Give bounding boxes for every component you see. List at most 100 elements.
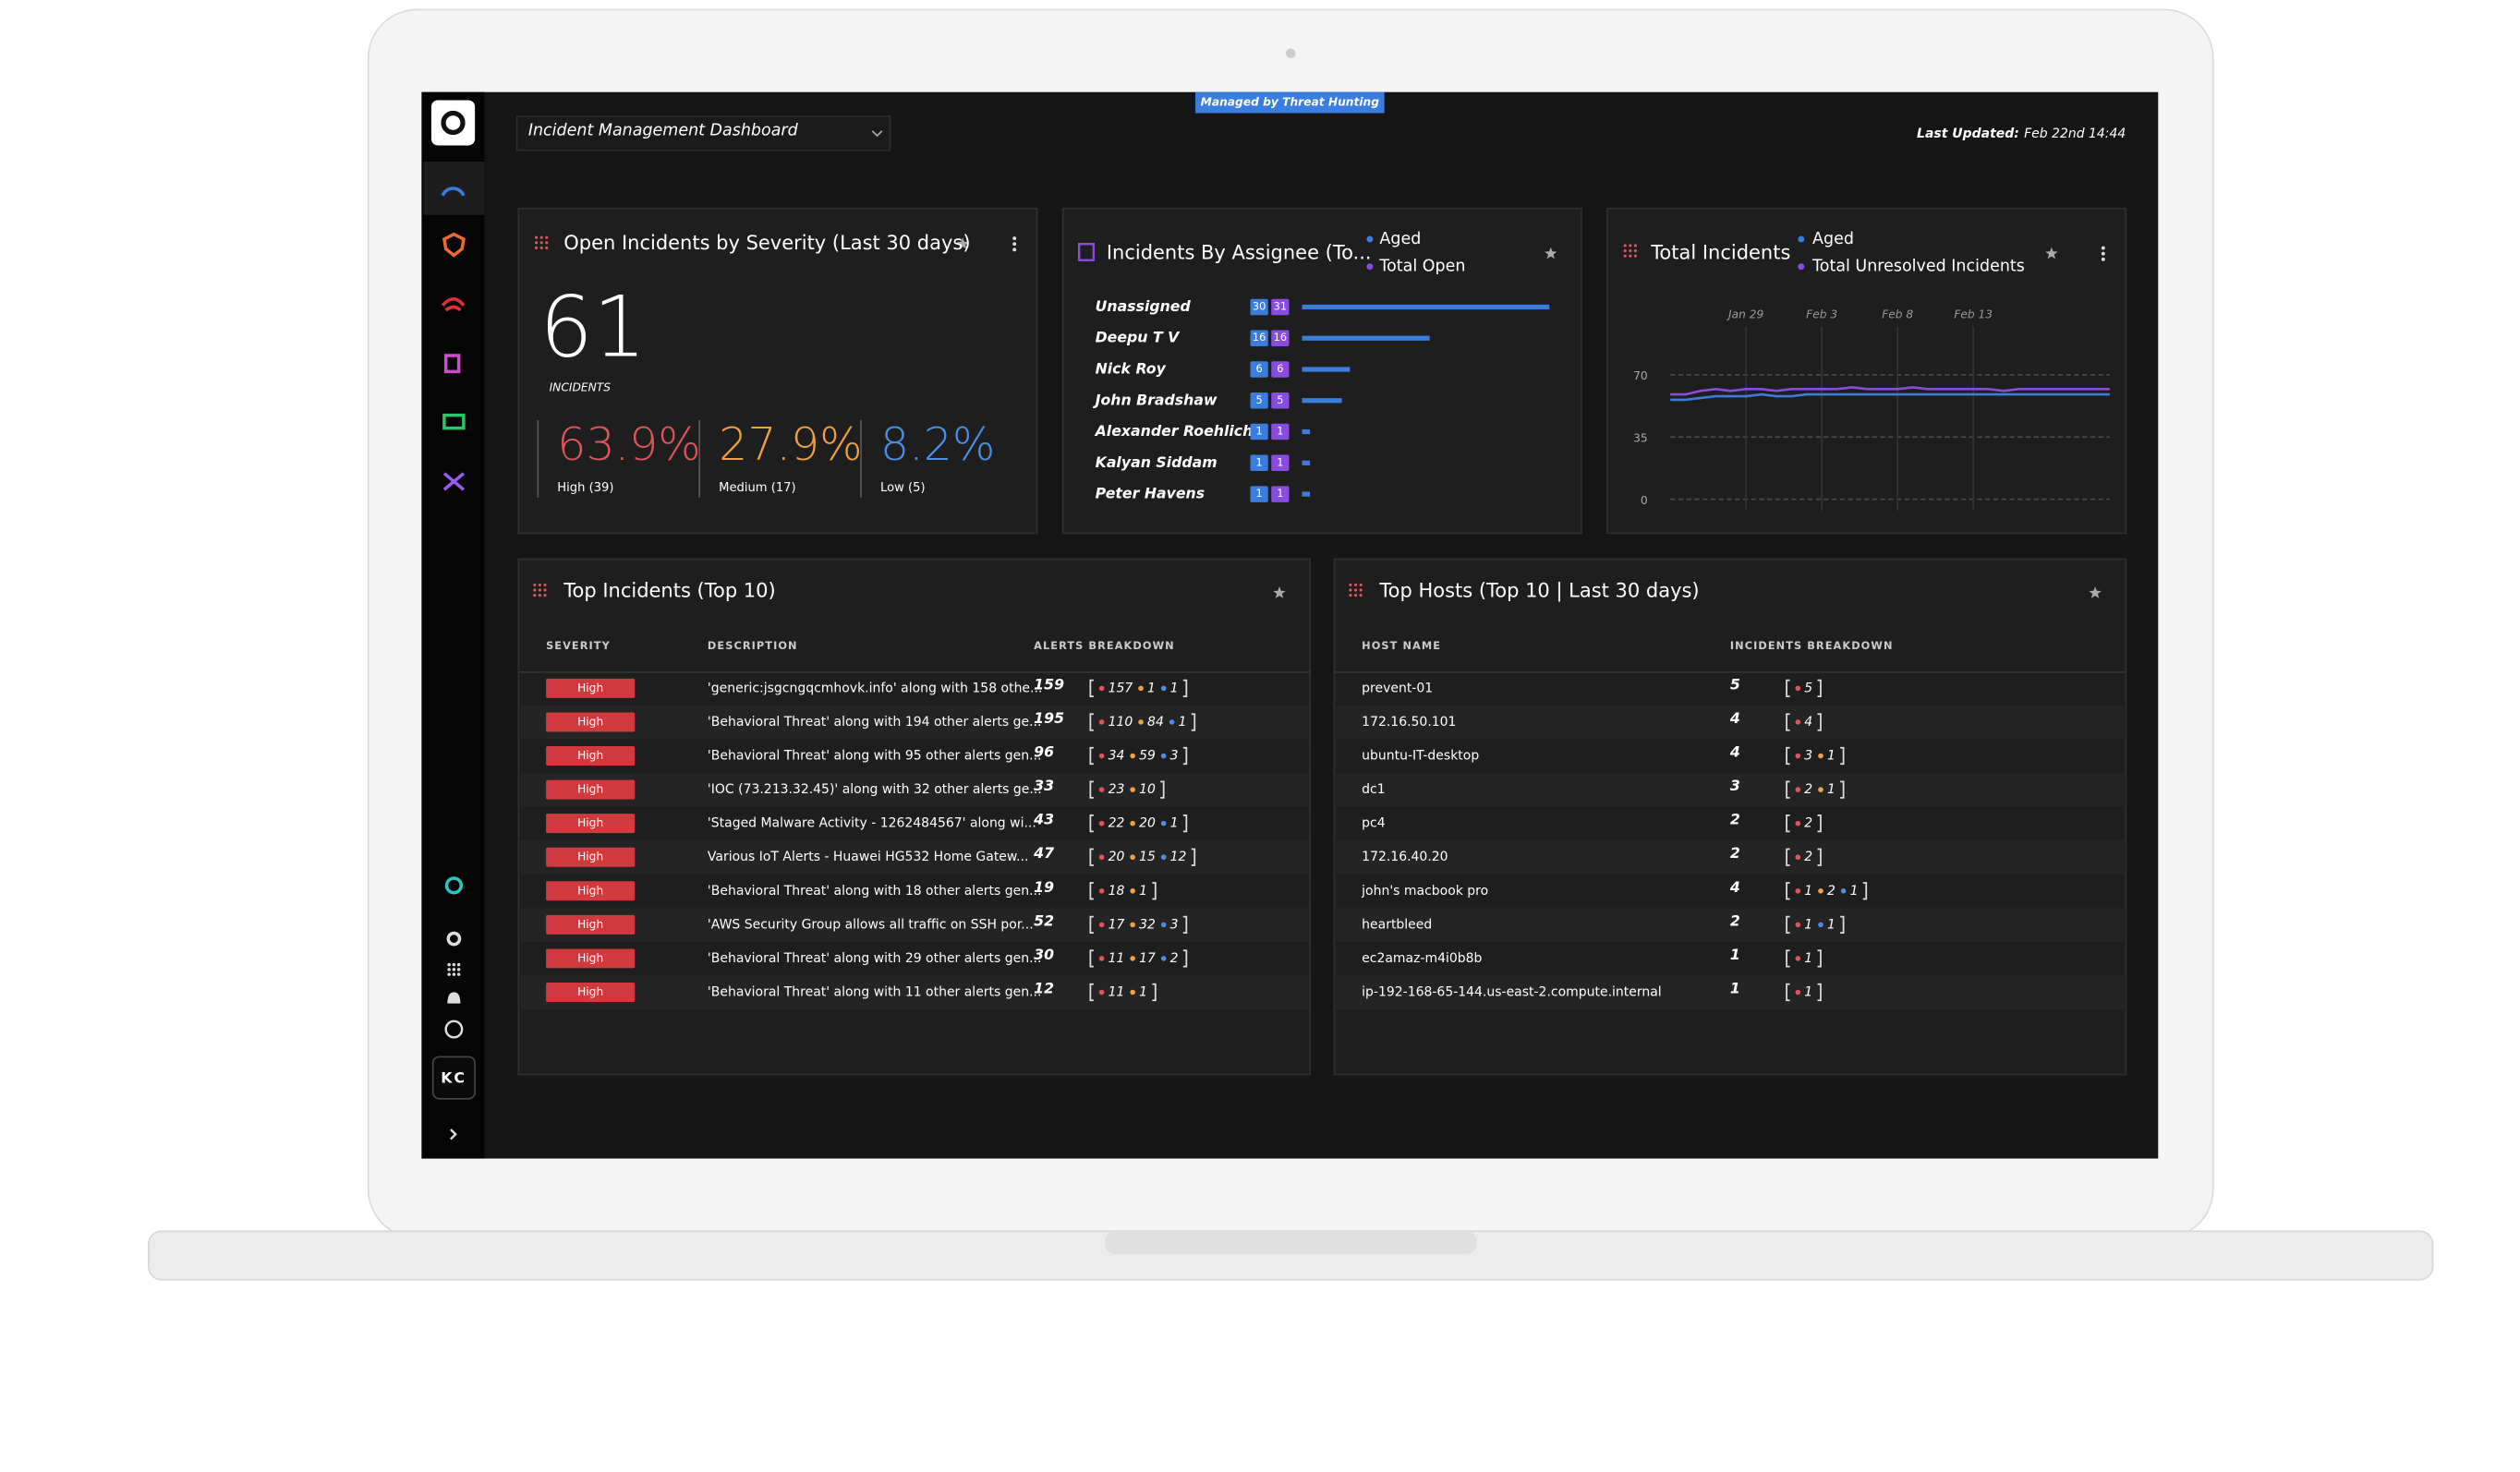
legend-dot [1798, 263, 1805, 271]
menu-icon[interactable] [1012, 242, 1017, 247]
aged-badge [1250, 486, 1268, 502]
aged-badge [1250, 330, 1268, 346]
chevron [871, 130, 883, 138]
menu-icon[interactable] [2101, 257, 2105, 261]
open-badge [1271, 454, 1290, 472]
description: Various IoT Alerts - Huawei HG532 Home G… [708, 850, 1028, 864]
breakdown-dot [1160, 854, 1167, 861]
bracket [1840, 746, 1845, 766]
breakdown-dot [1840, 887, 1847, 894]
alert-total: 96 [1034, 743, 1054, 761]
favorite-icon[interactable] [2089, 586, 2102, 598]
expand-icon[interactable] [450, 1128, 457, 1140]
breakdown-dot [1795, 820, 1801, 826]
panel-icon [1359, 588, 1363, 592]
open-badge [1271, 392, 1290, 409]
panel-icon [545, 246, 549, 249]
bracket [1089, 848, 1094, 866]
breakdown-value: 1 [1170, 816, 1179, 831]
open-count: 5 [1277, 393, 1283, 406]
description: 'Behavioral Threat' along with 194 other… [708, 715, 1042, 730]
breakdown-dot [1169, 719, 1175, 725]
logo[interactable] [430, 100, 476, 146]
menu-icon[interactable] [1012, 236, 1017, 241]
breakdown-dot [1160, 922, 1167, 928]
breakdown-value: 22 [1109, 816, 1125, 831]
breakdown-value: 2 [1804, 816, 1812, 831]
open-badge [1271, 298, 1290, 316]
panel-icon [1359, 594, 1363, 597]
breakdown-dot [1160, 956, 1167, 961]
assignee-name: Nick Roy [1096, 359, 1167, 377]
settings-icon[interactable] [446, 931, 462, 947]
bracket [1182, 746, 1188, 766]
severity-badge [546, 746, 636, 766]
menu-icon[interactable] [1012, 247, 1017, 252]
nav-icon[interactable] [442, 472, 466, 491]
nav-icon[interactable] [442, 232, 466, 258]
alert-total: 159 [1034, 675, 1064, 693]
severity-badge [546, 847, 636, 867]
panel-icon [545, 241, 549, 245]
open-badge [1271, 361, 1290, 378]
nav-icon[interactable] [441, 187, 466, 197]
favorite-icon[interactable] [1273, 586, 1286, 598]
nav-icon[interactable] [443, 354, 461, 374]
breakdown-dot [1098, 922, 1105, 928]
dashboard-select[interactable] [515, 115, 891, 151]
breakdown-dot [1098, 956, 1105, 961]
user-avatar[interactable] [431, 1056, 476, 1100]
menu-icon[interactable] [2101, 246, 2105, 250]
nav-icon[interactable] [441, 296, 466, 312]
open-badge [1271, 330, 1290, 346]
incident-total: 1 [1730, 946, 1740, 963]
breakdown-value: 2 [1827, 884, 1835, 899]
laptop-notch [1105, 1231, 1477, 1254]
x-tick-label: Feb 3 [1806, 308, 1837, 321]
bracket [1089, 949, 1094, 968]
severity-text: High [577, 951, 603, 964]
severity-text: High [577, 816, 603, 829]
host-name: ubuntu-IT-desktop [1362, 749, 1479, 764]
severity-percent: 63.9% [557, 418, 701, 471]
breakdown-value: 2 [1170, 951, 1179, 966]
bracket [1786, 949, 1790, 968]
series-line [1670, 392, 2110, 402]
breakdown-value: 1 [1827, 782, 1835, 797]
camera [1285, 48, 1296, 58]
bracket [1089, 713, 1094, 731]
bracket [1089, 983, 1094, 1002]
favorite-icon[interactable] [2045, 247, 2058, 259]
breakdown-value: 20 [1109, 850, 1125, 864]
description: 'Behavioral Threat' along with 95 other … [708, 749, 1041, 764]
nav-icon[interactable] [444, 876, 464, 895]
bracket [1182, 915, 1188, 934]
panel-icon [538, 588, 541, 592]
host-name: ec2amaz-m4i0b8b [1362, 951, 1482, 966]
legend-label: Aged [1812, 230, 1854, 248]
host-name: 172.16.40.20 [1362, 850, 1448, 864]
bracket [1191, 713, 1196, 731]
panel-icon [538, 583, 541, 586]
favorite-icon[interactable] [1545, 247, 1557, 259]
row-stripe [1336, 772, 2125, 807]
dashboard-name: Incident Management Dashboard [528, 122, 799, 140]
notifications-icon[interactable] [447, 992, 461, 1004]
bracket [1089, 882, 1094, 900]
panel-title: Total Incidents [1650, 242, 1790, 264]
aged-count: 5 [1256, 393, 1263, 406]
panel-icon [543, 583, 547, 586]
legend-dot [1366, 235, 1374, 243]
nav-icon[interactable] [442, 413, 466, 430]
bracket [1786, 882, 1790, 900]
help-icon[interactable] [444, 1020, 464, 1039]
breakdown-value: 2 [1804, 782, 1812, 797]
panel-icon [1629, 244, 1632, 247]
panel-icon [1629, 254, 1632, 258]
menu-icon[interactable] [2101, 251, 2105, 256]
apps-icon[interactable] [447, 962, 461, 976]
y-tick-label: 0 [1641, 494, 1648, 507]
description: 'Behavioral Threat' along with 18 other … [708, 884, 1041, 899]
favorite-icon[interactable] [956, 237, 969, 249]
breakdown-dot [1130, 989, 1135, 995]
